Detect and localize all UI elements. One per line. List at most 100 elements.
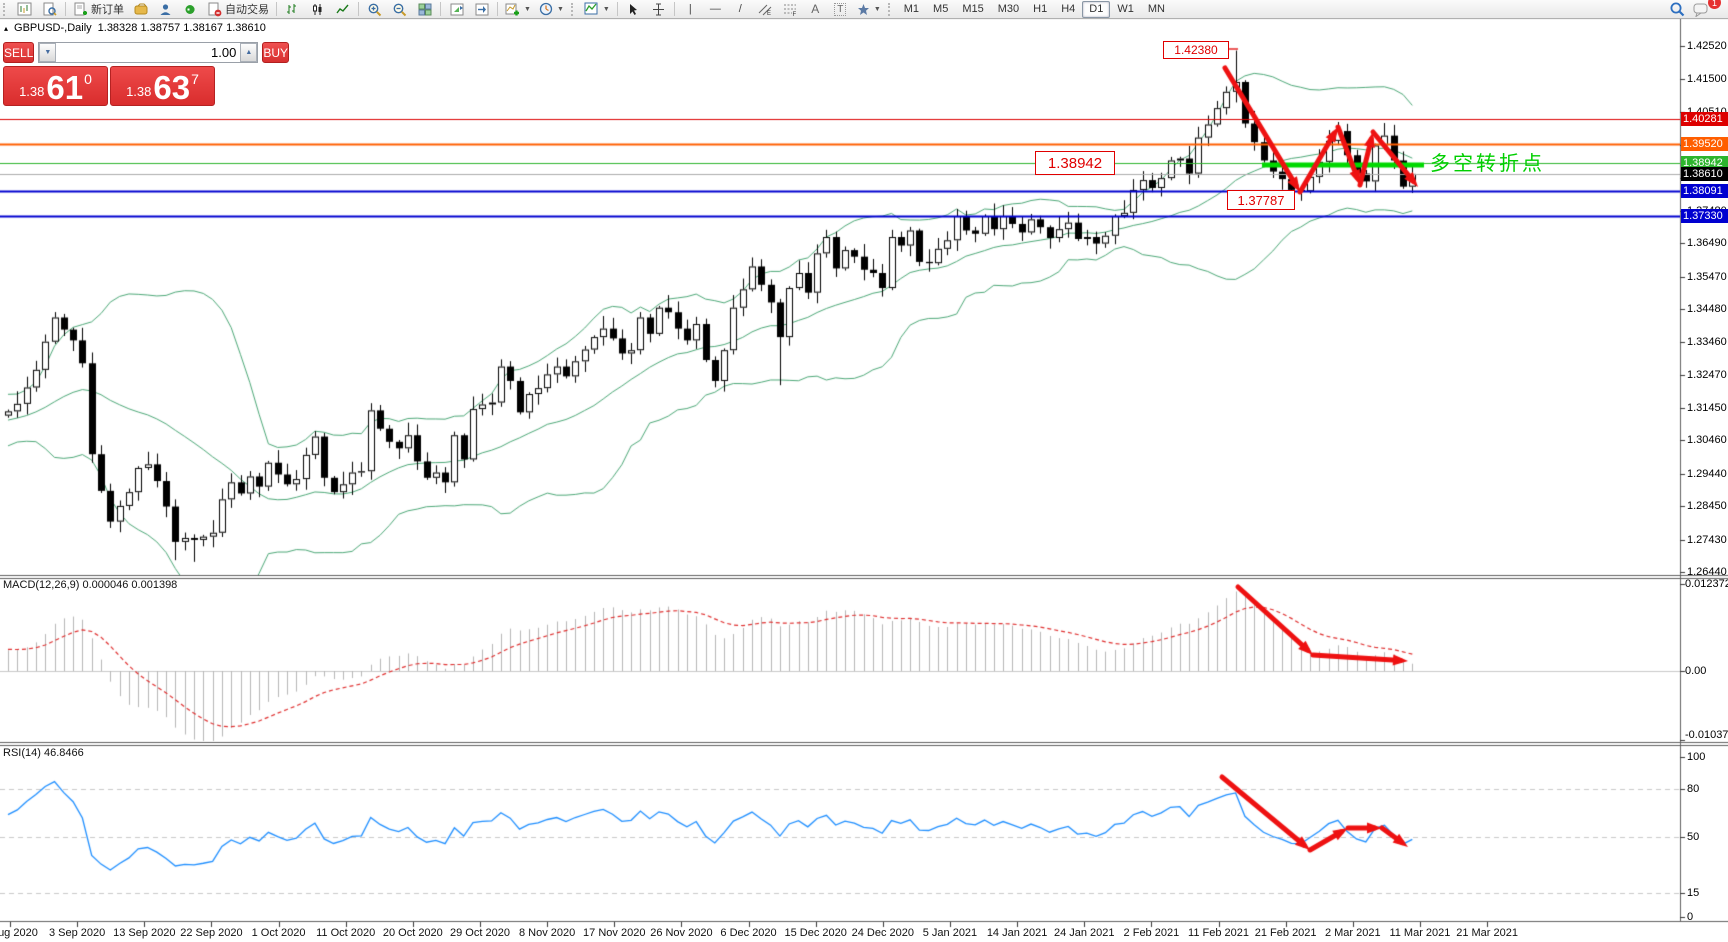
- rsi-tick-label: 50: [1687, 831, 1700, 843]
- timeframe-m1[interactable]: M1: [903, 3, 920, 15]
- macd-tick-label: -0.010374: [1685, 729, 1728, 741]
- price-tick-label: 1.32470: [1687, 368, 1727, 381]
- toolbar-separator: [673, 2, 675, 16]
- dropdown-caret-icon: ▼: [556, 5, 564, 13]
- buy-price-display[interactable]: 1.38 63 7: [110, 66, 215, 106]
- toolbar-separator: [65, 2, 66, 16]
- sell-button[interactable]: SELL: [3, 42, 35, 63]
- date-tick-label: 3 Sep 2020: [48, 927, 106, 939]
- search-icon[interactable]: [1664, 0, 1689, 18]
- toolbar-grip[interactable]: [887, 2, 893, 16]
- buy-price-small: 1.38: [126, 84, 152, 99]
- date-tick-label: 13 Sep 2020: [113, 927, 176, 939]
- price-tick-label: 1.29440: [1687, 467, 1727, 480]
- toolbar-separator: [440, 2, 441, 16]
- zoom-out-icon[interactable]: [387, 0, 412, 18]
- annotation-price-support[interactable]: 1.38942: [1035, 151, 1115, 175]
- rsi-tick-label: 80: [1687, 783, 1700, 795]
- template-icon[interactable]: ▼: [580, 0, 614, 18]
- macd-tick-label: 0.012372: [1685, 578, 1728, 590]
- timeframe-w1[interactable]: W1: [1117, 3, 1134, 15]
- date-tick-label: 6 Dec 2020: [720, 927, 777, 939]
- add-indicator-icon[interactable]: ▼: [501, 0, 535, 18]
- date-tick-label: 14 Jan 2021: [986, 927, 1048, 939]
- date-tick-label: 22 Sep 2020: [180, 927, 243, 939]
- symbol-name: GBPUSD-,Daily: [14, 22, 92, 34]
- volume-input[interactable]: [56, 43, 241, 62]
- trendline-icon[interactable]: /: [738, 2, 742, 15]
- macd-label: MACD(12,26,9) 0.000046 0.001398: [3, 579, 177, 591]
- date-tick-label: 20 Oct 2020: [382, 927, 443, 939]
- fibonacci-icon[interactable]: F: [778, 0, 803, 18]
- market-watch-icon[interactable]: [128, 0, 153, 18]
- date-tick-label: 15 Dec 2020: [784, 927, 847, 939]
- price-tick-label: 1.30460: [1687, 434, 1727, 447]
- symbol-marker-icon: ▴: [4, 23, 9, 33]
- rsi-tick-label: 15: [1687, 887, 1700, 899]
- timeframe-h4[interactable]: H4: [1061, 3, 1076, 15]
- auto-trading-button[interactable]: 自动交易: [203, 0, 273, 18]
- volume-up-button[interactable]: ▲: [240, 43, 258, 62]
- main-toolbar: 新订单 自动交易: [0, 0, 1728, 19]
- chart-symbol-title: ▴ GBPUSD-,Daily 1.38328 1.38757 1.38167 …: [4, 22, 266, 34]
- volume-down-button[interactable]: ▼: [39, 43, 57, 62]
- annotation-turning-point-text[interactable]: 多空转折点: [1430, 153, 1545, 175]
- price-tick-label: 1.36490: [1687, 237, 1727, 250]
- line-chart-mode-icon[interactable]: [330, 0, 355, 18]
- rsi-label: RSI(14) 46.8466: [3, 747, 84, 759]
- tile-windows-icon[interactable]: [412, 0, 437, 18]
- rsi-tick-label: 0: [1687, 911, 1694, 923]
- timeframe-m15[interactable]: M15: [962, 3, 984, 15]
- timeframe-m5[interactable]: M5: [933, 3, 949, 15]
- date-tick-label: 26 Nov 2020: [650, 927, 713, 939]
- profile-icon[interactable]: [37, 0, 62, 18]
- toolbar-separator: [358, 2, 359, 16]
- sell-price-pip: 0: [84, 71, 92, 87]
- volume-stepper: ▼ ▲: [38, 42, 259, 63]
- toolbar-grip[interactable]: [3, 2, 8, 16]
- sell-price-display[interactable]: 1.38 61 0: [3, 66, 108, 106]
- svg-text:E: E: [767, 11, 771, 16]
- zoom-in-icon[interactable]: [362, 0, 387, 18]
- price-tick-label: 1.26440: [1687, 565, 1727, 578]
- date-tick-label: 2 Mar 2021: [1324, 927, 1381, 939]
- date-tick-label: 11 Oct 2020: [316, 927, 376, 939]
- rsi-value: 46.8466: [43, 747, 84, 759]
- community-icon[interactable]: [153, 0, 178, 18]
- candlestick-mode-icon[interactable]: [305, 0, 330, 18]
- price-level-badge: 1.39520: [1681, 137, 1728, 152]
- vline-icon[interactable]: |: [688, 2, 692, 15]
- price-tick-label: 1.33460: [1687, 336, 1727, 349]
- label-icon[interactable]: T: [828, 0, 853, 18]
- macd-tick-label: 0.00: [1685, 665, 1707, 677]
- hline-icon[interactable]: —: [709, 2, 721, 15]
- auto-scroll-icon[interactable]: [469, 0, 494, 18]
- signals-icon[interactable]: [178, 0, 203, 18]
- text-icon[interactable]: A: [811, 2, 820, 16]
- timeframe-m30[interactable]: M30: [997, 3, 1020, 15]
- bar-chart-mode-icon[interactable]: [280, 0, 305, 18]
- toolbar-grip[interactable]: [570, 2, 576, 16]
- crosshair-icon[interactable]: [646, 0, 671, 18]
- annotation-price-low[interactable]: 1.37787: [1227, 190, 1295, 210]
- cursor-icon[interactable]: [621, 0, 646, 18]
- timeframe-mn[interactable]: MN: [1147, 3, 1165, 15]
- chat-icon[interactable]: 1: [1689, 0, 1721, 18]
- period-selector-icon[interactable]: ▼: [535, 0, 568, 18]
- date-tick-label: 5 Jan 2021: [922, 927, 978, 939]
- dropdown-caret-icon: ▼: [602, 5, 610, 13]
- price-tick-label: 1.27430: [1687, 533, 1727, 546]
- timeframe-d1[interactable]: D1: [1082, 0, 1111, 18]
- chart-shift-icon[interactable]: [444, 0, 469, 18]
- timeframe-h1[interactable]: H1: [1033, 3, 1048, 15]
- buy-button[interactable]: BUY: [262, 42, 290, 63]
- price-tick-label: 1.31450: [1687, 402, 1727, 415]
- price-level-badge: 1.38091: [1681, 183, 1728, 198]
- new-order-label: 新订单: [91, 4, 124, 16]
- shapes-icon[interactable]: ▼: [853, 0, 885, 18]
- new-order-button[interactable]: 新订单: [69, 0, 128, 18]
- annotation-price-peak[interactable]: 1.42380: [1163, 41, 1229, 59]
- channel-icon[interactable]: E: [753, 0, 778, 18]
- chart-window-icon[interactable]: [12, 0, 37, 18]
